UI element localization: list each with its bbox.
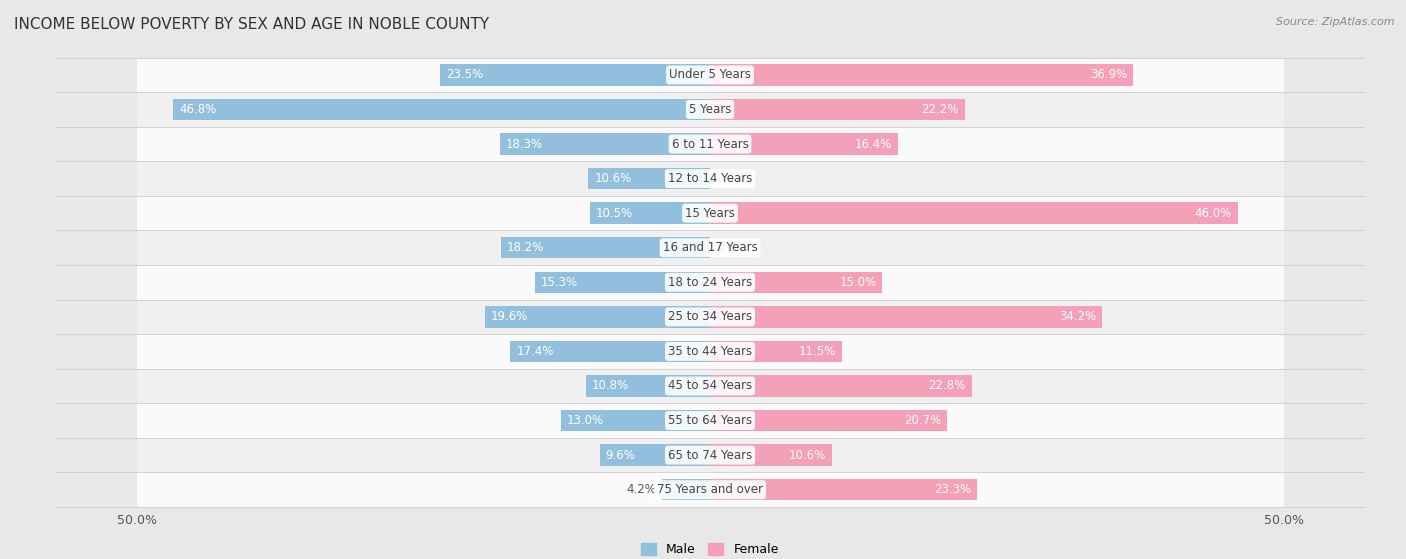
- Bar: [710, 99, 965, 120]
- Text: 10.8%: 10.8%: [592, 380, 628, 392]
- Text: 20.7%: 20.7%: [904, 414, 942, 427]
- Bar: [561, 410, 710, 431]
- Bar: [710, 444, 831, 466]
- Text: 55 to 64 Years: 55 to 64 Years: [668, 414, 752, 427]
- Bar: [710, 134, 898, 155]
- Bar: [502, 237, 710, 258]
- Bar: [136, 58, 1284, 92]
- Bar: [589, 168, 710, 190]
- Bar: [136, 127, 1284, 162]
- Text: 36.9%: 36.9%: [1090, 68, 1128, 82]
- Bar: [600, 444, 710, 466]
- Bar: [136, 196, 1284, 230]
- Bar: [136, 300, 1284, 334]
- Text: 15 Years: 15 Years: [685, 207, 735, 220]
- Text: 0.0%: 0.0%: [716, 172, 745, 185]
- Bar: [136, 472, 1284, 507]
- Text: 13.0%: 13.0%: [567, 414, 603, 427]
- Text: 35 to 44 Years: 35 to 44 Years: [668, 345, 752, 358]
- Text: 25 to 34 Years: 25 to 34 Years: [668, 310, 752, 323]
- Text: 18 to 24 Years: 18 to 24 Years: [668, 276, 752, 289]
- Text: 23.5%: 23.5%: [446, 68, 484, 82]
- Text: 11.5%: 11.5%: [799, 345, 837, 358]
- Bar: [589, 202, 710, 224]
- Bar: [173, 99, 710, 120]
- Text: 0.0%: 0.0%: [716, 241, 745, 254]
- Bar: [710, 306, 1102, 328]
- Text: Under 5 Years: Under 5 Years: [669, 68, 751, 82]
- Text: 10.5%: 10.5%: [595, 207, 633, 220]
- Text: 9.6%: 9.6%: [606, 449, 636, 462]
- Text: 15.3%: 15.3%: [540, 276, 578, 289]
- Bar: [485, 306, 710, 328]
- Text: 16 and 17 Years: 16 and 17 Years: [662, 241, 758, 254]
- Text: 23.3%: 23.3%: [935, 483, 972, 496]
- Bar: [710, 375, 972, 397]
- Text: 17.4%: 17.4%: [516, 345, 554, 358]
- Bar: [710, 272, 882, 293]
- Legend: Male, Female: Male, Female: [637, 538, 783, 559]
- Text: 65 to 74 Years: 65 to 74 Years: [668, 449, 752, 462]
- Bar: [710, 410, 948, 431]
- Text: Source: ZipAtlas.com: Source: ZipAtlas.com: [1277, 17, 1395, 27]
- Text: 6 to 11 Years: 6 to 11 Years: [672, 138, 748, 150]
- Text: 45 to 54 Years: 45 to 54 Years: [668, 380, 752, 392]
- Text: 5 Years: 5 Years: [689, 103, 731, 116]
- Text: 4.2%: 4.2%: [626, 483, 657, 496]
- Bar: [136, 230, 1284, 265]
- Text: 12 to 14 Years: 12 to 14 Years: [668, 172, 752, 185]
- Bar: [710, 479, 977, 500]
- Bar: [710, 202, 1237, 224]
- Bar: [136, 92, 1284, 127]
- Bar: [586, 375, 710, 397]
- Bar: [136, 369, 1284, 403]
- Bar: [510, 340, 710, 362]
- Bar: [710, 64, 1133, 86]
- Bar: [534, 272, 710, 293]
- Text: 16.4%: 16.4%: [855, 138, 893, 150]
- Text: 46.0%: 46.0%: [1195, 207, 1232, 220]
- Text: 10.6%: 10.6%: [789, 449, 825, 462]
- Text: 18.3%: 18.3%: [506, 138, 543, 150]
- Text: 34.2%: 34.2%: [1059, 310, 1097, 323]
- Bar: [136, 438, 1284, 472]
- Text: 19.6%: 19.6%: [491, 310, 529, 323]
- Bar: [136, 334, 1284, 369]
- Bar: [662, 479, 710, 500]
- Text: 22.2%: 22.2%: [921, 103, 959, 116]
- Bar: [440, 64, 710, 86]
- Text: 10.6%: 10.6%: [595, 172, 631, 185]
- Bar: [501, 134, 710, 155]
- Text: 75 Years and over: 75 Years and over: [657, 483, 763, 496]
- Bar: [136, 162, 1284, 196]
- Text: 18.2%: 18.2%: [508, 241, 544, 254]
- Bar: [710, 340, 842, 362]
- Text: 46.8%: 46.8%: [179, 103, 217, 116]
- Text: INCOME BELOW POVERTY BY SEX AND AGE IN NOBLE COUNTY: INCOME BELOW POVERTY BY SEX AND AGE IN N…: [14, 17, 489, 32]
- Bar: [136, 265, 1284, 300]
- Bar: [136, 403, 1284, 438]
- Text: 15.0%: 15.0%: [839, 276, 876, 289]
- Text: 22.8%: 22.8%: [928, 380, 966, 392]
